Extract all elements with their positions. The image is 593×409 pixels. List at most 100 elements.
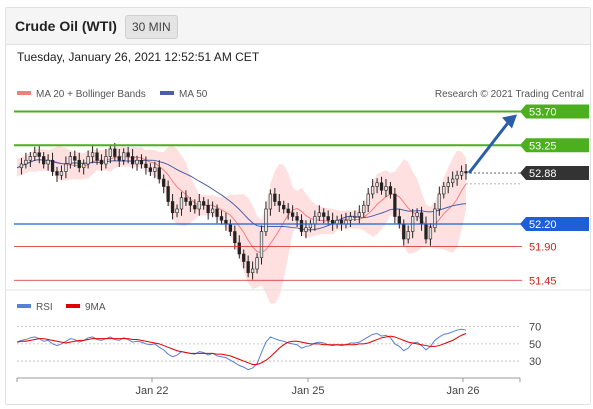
candle-bear: [397, 216, 401, 225]
candle-bear: [170, 201, 175, 214]
candle-bull: [428, 227, 433, 240]
candle-bear: [393, 193, 397, 217]
candle-bull: [179, 197, 184, 210]
candle-bear: [166, 186, 170, 202]
resistance-tag: [520, 104, 589, 119]
candle-bull: [442, 186, 446, 195]
support-label: 51.90: [529, 242, 557, 254]
candle-bull: [371, 186, 375, 195]
candle-bear: [419, 212, 424, 225]
candle-bear: [130, 156, 135, 165]
candle-bull: [250, 268, 255, 274]
pivot-label: 52.20: [529, 219, 557, 231]
projection-arrow-shaft: [467, 120, 511, 174]
rsi-tick-label: 50: [529, 339, 541, 351]
candle-bull: [437, 193, 441, 210]
projection-arrow-head: [502, 114, 517, 129]
candle-bear: [402, 223, 406, 240]
candle-bull: [28, 156, 32, 161]
candle-bear: [206, 204, 210, 214]
chart-widget: Crude Oil (WTI) 30 MIN Tuesday, January …: [5, 7, 591, 405]
ma50-line: [16, 159, 467, 231]
x-axis-ticks: Jan 22 Jan 25 Jan 26: [16, 378, 521, 397]
resistance-tag: [520, 138, 589, 153]
candle-bear: [246, 261, 250, 274]
candle-bull: [104, 156, 108, 165]
candle-bear: [157, 167, 161, 180]
x-tick-label: Jan 25: [291, 385, 324, 397]
candle-bull: [90, 152, 95, 157]
rsi-tick-label: 30: [529, 356, 541, 368]
x-tick-label: Jan 26: [446, 385, 479, 397]
candle-bull: [210, 208, 215, 214]
candle-bull: [268, 193, 273, 210]
candle-bull: [317, 212, 321, 217]
rsi-line: [16, 328, 467, 371]
candle-bear: [77, 159, 81, 169]
last-price-label: 52.88: [529, 168, 557, 180]
candle-bear: [219, 216, 224, 221]
candle-bear: [99, 159, 104, 165]
candle-bear: [286, 208, 290, 214]
candle-bear: [277, 201, 281, 206]
candle-bull: [348, 216, 353, 221]
candle-bull: [46, 159, 50, 165]
candle-bear: [295, 216, 299, 221]
ma20-legend-swatch: [17, 91, 31, 95]
x-tick-label: Jan 22: [135, 385, 168, 397]
candle-bear: [95, 152, 99, 161]
rsi-tick-label: 70: [529, 322, 541, 334]
candle-bull: [362, 204, 366, 214]
candle-bear: [282, 204, 286, 210]
candle-bear: [273, 193, 277, 202]
candle-bull: [33, 152, 37, 157]
ma50-legend-swatch: [160, 91, 174, 95]
candle-bull: [135, 159, 139, 165]
pivot-tag: [520, 217, 589, 231]
ma20-legend-label: MA 20 + Bollinger Bands: [36, 89, 146, 100]
rsi-ma-legend-label: 9MA: [85, 302, 106, 313]
rsi-plot: 70 50 30: [16, 322, 541, 371]
candle-bull: [197, 201, 201, 210]
candle-bull: [19, 163, 24, 169]
candle-bear: [50, 159, 55, 172]
candle-bear: [144, 163, 148, 169]
rsi-legend-swatch: [17, 304, 31, 308]
candle-bear: [326, 216, 330, 221]
candle-bear: [322, 212, 326, 217]
candle-bear: [37, 152, 41, 157]
timestamp: Tuesday, January 26, 2021 12:52:51 AM CE…: [17, 50, 260, 64]
candle-bull: [24, 159, 28, 165]
candle-bull: [264, 208, 268, 232]
candle-bear: [73, 156, 77, 161]
candle-bull: [433, 208, 437, 229]
candle-bear: [126, 152, 130, 157]
candle-bear: [139, 159, 144, 165]
candle-bull: [446, 182, 450, 187]
candle-bull: [353, 216, 357, 218]
candle-bear: [237, 242, 241, 255]
last-price-tag: [520, 166, 589, 180]
rsi-ma-line: [16, 333, 467, 366]
candle-bull: [64, 163, 68, 172]
candle-bear: [464, 171, 468, 174]
candle-bear: [290, 212, 295, 217]
candle-bull: [86, 156, 90, 165]
resistance-label: 53.25: [529, 140, 557, 152]
candle-bear: [242, 253, 246, 262]
instrument-title: Crude Oil (WTI): [15, 18, 117, 34]
candle-bear: [188, 201, 193, 206]
rsi-ma-legend-swatch: [66, 304, 80, 308]
candle-bear: [113, 148, 117, 157]
interval-badge[interactable]: 30 MIN: [125, 15, 178, 39]
candle-bear: [388, 186, 393, 195]
credit-text: Research © 2021 Trading Central: [435, 89, 584, 100]
ma50-legend-label: MA 50: [179, 89, 208, 100]
candle-bull: [459, 171, 464, 176]
candle-bull: [375, 182, 379, 187]
candle-bull: [366, 193, 370, 206]
candle-bull: [451, 178, 455, 184]
candle-bull: [255, 257, 259, 270]
candle-bear: [215, 208, 219, 217]
